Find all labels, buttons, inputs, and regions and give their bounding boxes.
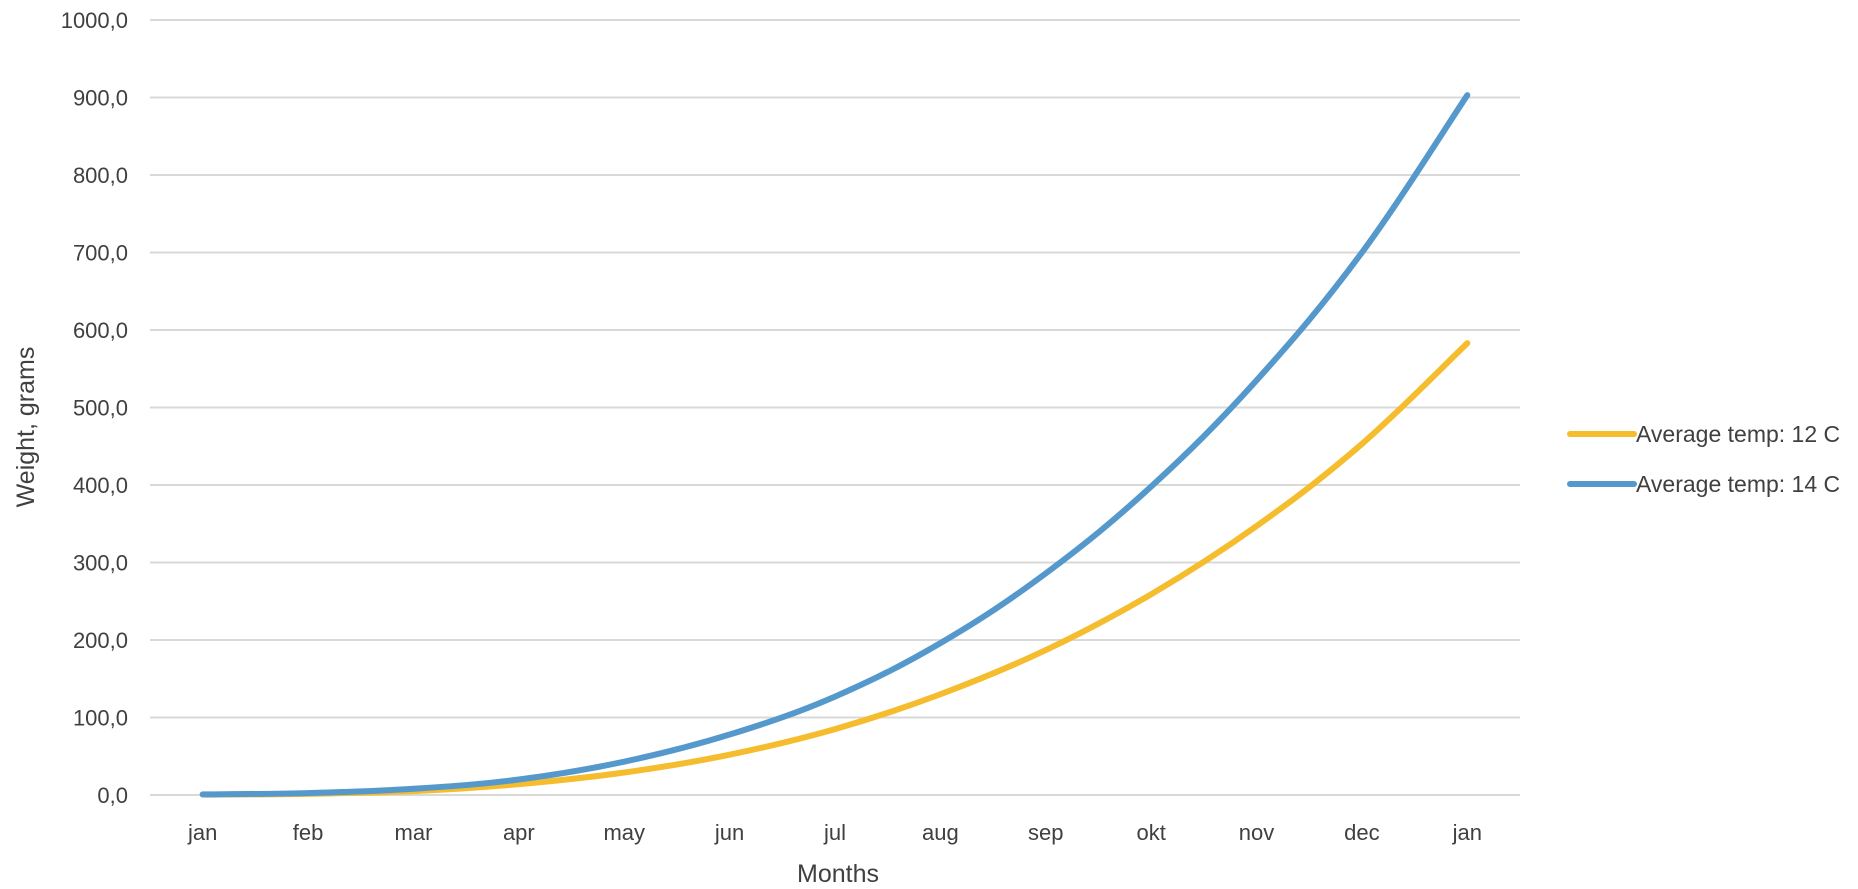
x-tick-label: jul (823, 820, 846, 845)
x-tick-label: jan (1452, 820, 1482, 845)
x-tick-label: aug (922, 820, 959, 845)
y-tick-label: 800,0 (73, 163, 128, 188)
x-axis-tick-labels: jan feb mar apr may jun jul aug sep okt nov dec jan (187, 820, 1482, 845)
series-line-1 (199, 340, 1471, 798)
legend-item: Average temp: 12 C (1567, 421, 1840, 447)
legend-item: Average temp: 14 C (1567, 471, 1840, 497)
y-tick-label: 700,0 (73, 241, 128, 266)
x-tick-label: may (603, 820, 645, 845)
x-tick-label: apr (503, 820, 535, 845)
gridlines (150, 19, 1520, 796)
x-axis-title: Months (797, 860, 879, 888)
y-tick-label: 600,0 (73, 318, 128, 343)
y-axis-tick-labels: 0,0 100,0 200,0 300,0 400,0 500,0 600,0 700,0 80… (61, 8, 128, 808)
x-tick-label: dec (1344, 820, 1379, 845)
y-tick-label: 1000,0 (61, 8, 128, 33)
x-tick-label: jun (714, 820, 744, 845)
y-tick-label: 200,0 (73, 628, 128, 653)
y-tick-label: 400,0 (73, 473, 128, 498)
x-tick-label: sep (1028, 820, 1063, 845)
legend-label: Average temp: 12 C (1636, 421, 1840, 447)
y-tick-label: 900,0 (73, 86, 128, 111)
y-tick-label: 0,0 (97, 783, 128, 808)
x-tick-label: mar (395, 820, 433, 845)
legend-label: Average temp: 14 C (1636, 471, 1840, 497)
x-tick-label: okt (1136, 820, 1165, 845)
series-line-2 (199, 92, 1471, 798)
y-tick-label: 100,0 (73, 706, 128, 731)
y-tick-label: 500,0 (73, 396, 128, 421)
legend: Average temp: 12 C Average temp: 14 C (1567, 421, 1840, 497)
x-tick-label: nov (1239, 820, 1274, 845)
x-tick-label: feb (293, 820, 324, 845)
y-axis-title: Weight, grams (12, 347, 40, 508)
x-tick-label: jan (187, 820, 217, 845)
y-tick-label: 300,0 (73, 551, 128, 576)
series-lines (199, 92, 1471, 798)
